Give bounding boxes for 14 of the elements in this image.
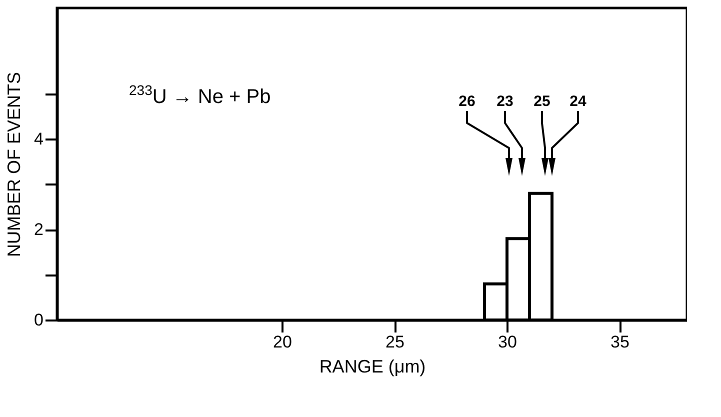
x-tick-label: 30	[498, 332, 517, 352]
x-axis-title: RANGE (μm)	[319, 356, 426, 376]
annotation: 24	[570, 93, 587, 110]
annotation: 25	[534, 93, 550, 110]
y-tick-label: 2	[34, 220, 44, 240]
x-tick-label: 35	[610, 332, 630, 352]
x-tick-label: 20	[273, 332, 292, 352]
annotation: 23	[496, 93, 514, 110]
annotation: 26	[458, 93, 476, 110]
x-tick-label: 25	[386, 332, 404, 352]
y-tick-label: 0	[34, 310, 44, 330]
annotation: $^{233}$U → Ne + Pb	[129, 82, 271, 108]
y-tick-label: 4	[34, 130, 44, 149]
y-axis-title: NUMBER OF EVENTS	[4, 72, 24, 258]
